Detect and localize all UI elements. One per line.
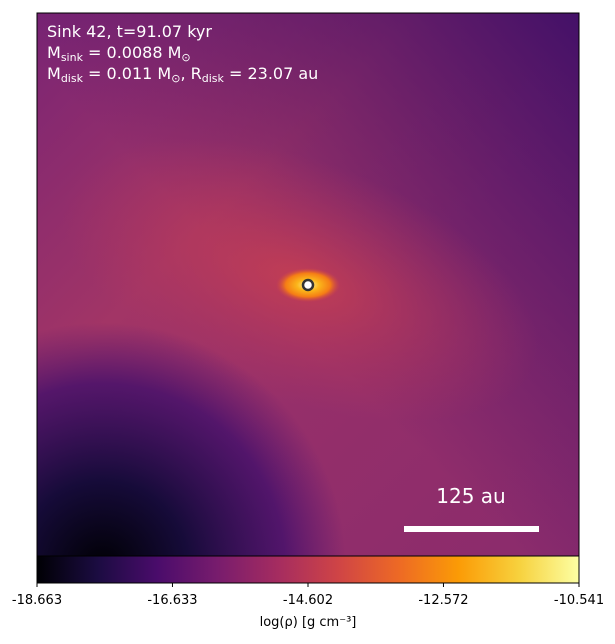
annotations: Sink 42, t=91.07 kyr Msink = 0.0088 M⊙ Mdi… (47, 22, 318, 85)
annotation-part: Sink 42, t=91.07 kyr (47, 22, 212, 41)
colorbar-tick-label: -14.602 (283, 593, 333, 608)
annotation-part: disk (202, 72, 225, 85)
colorbar-tick-label: -16.633 (147, 593, 197, 608)
annotation-part: M (47, 43, 61, 62)
density-image (37, 13, 579, 556)
colorbar-tick-label: -18.663 (12, 593, 62, 608)
annotation-part: ⊙ (181, 51, 190, 64)
colorbar-tick-label: -10.541 (554, 593, 604, 608)
annotation-part: = 0.011 M (83, 64, 171, 83)
annotation-part: sink (61, 51, 84, 64)
colorbar-label: log(ρ) [g cm⁻³] (260, 615, 357, 630)
annotation-part: = 0.0088 M (83, 43, 181, 62)
annotation-part: ⊙ (171, 72, 180, 85)
colorbar-tick-label: -12.572 (418, 593, 468, 608)
annotation-part: , R (180, 64, 201, 83)
annotation-part: disk (61, 72, 84, 85)
sink-marker (301, 278, 315, 292)
scale-bar-label: 125 au (436, 484, 505, 508)
colorbar (36, 555, 580, 584)
annotation-part: = 23.07 au (224, 64, 318, 83)
annotation-part: M (47, 64, 61, 83)
